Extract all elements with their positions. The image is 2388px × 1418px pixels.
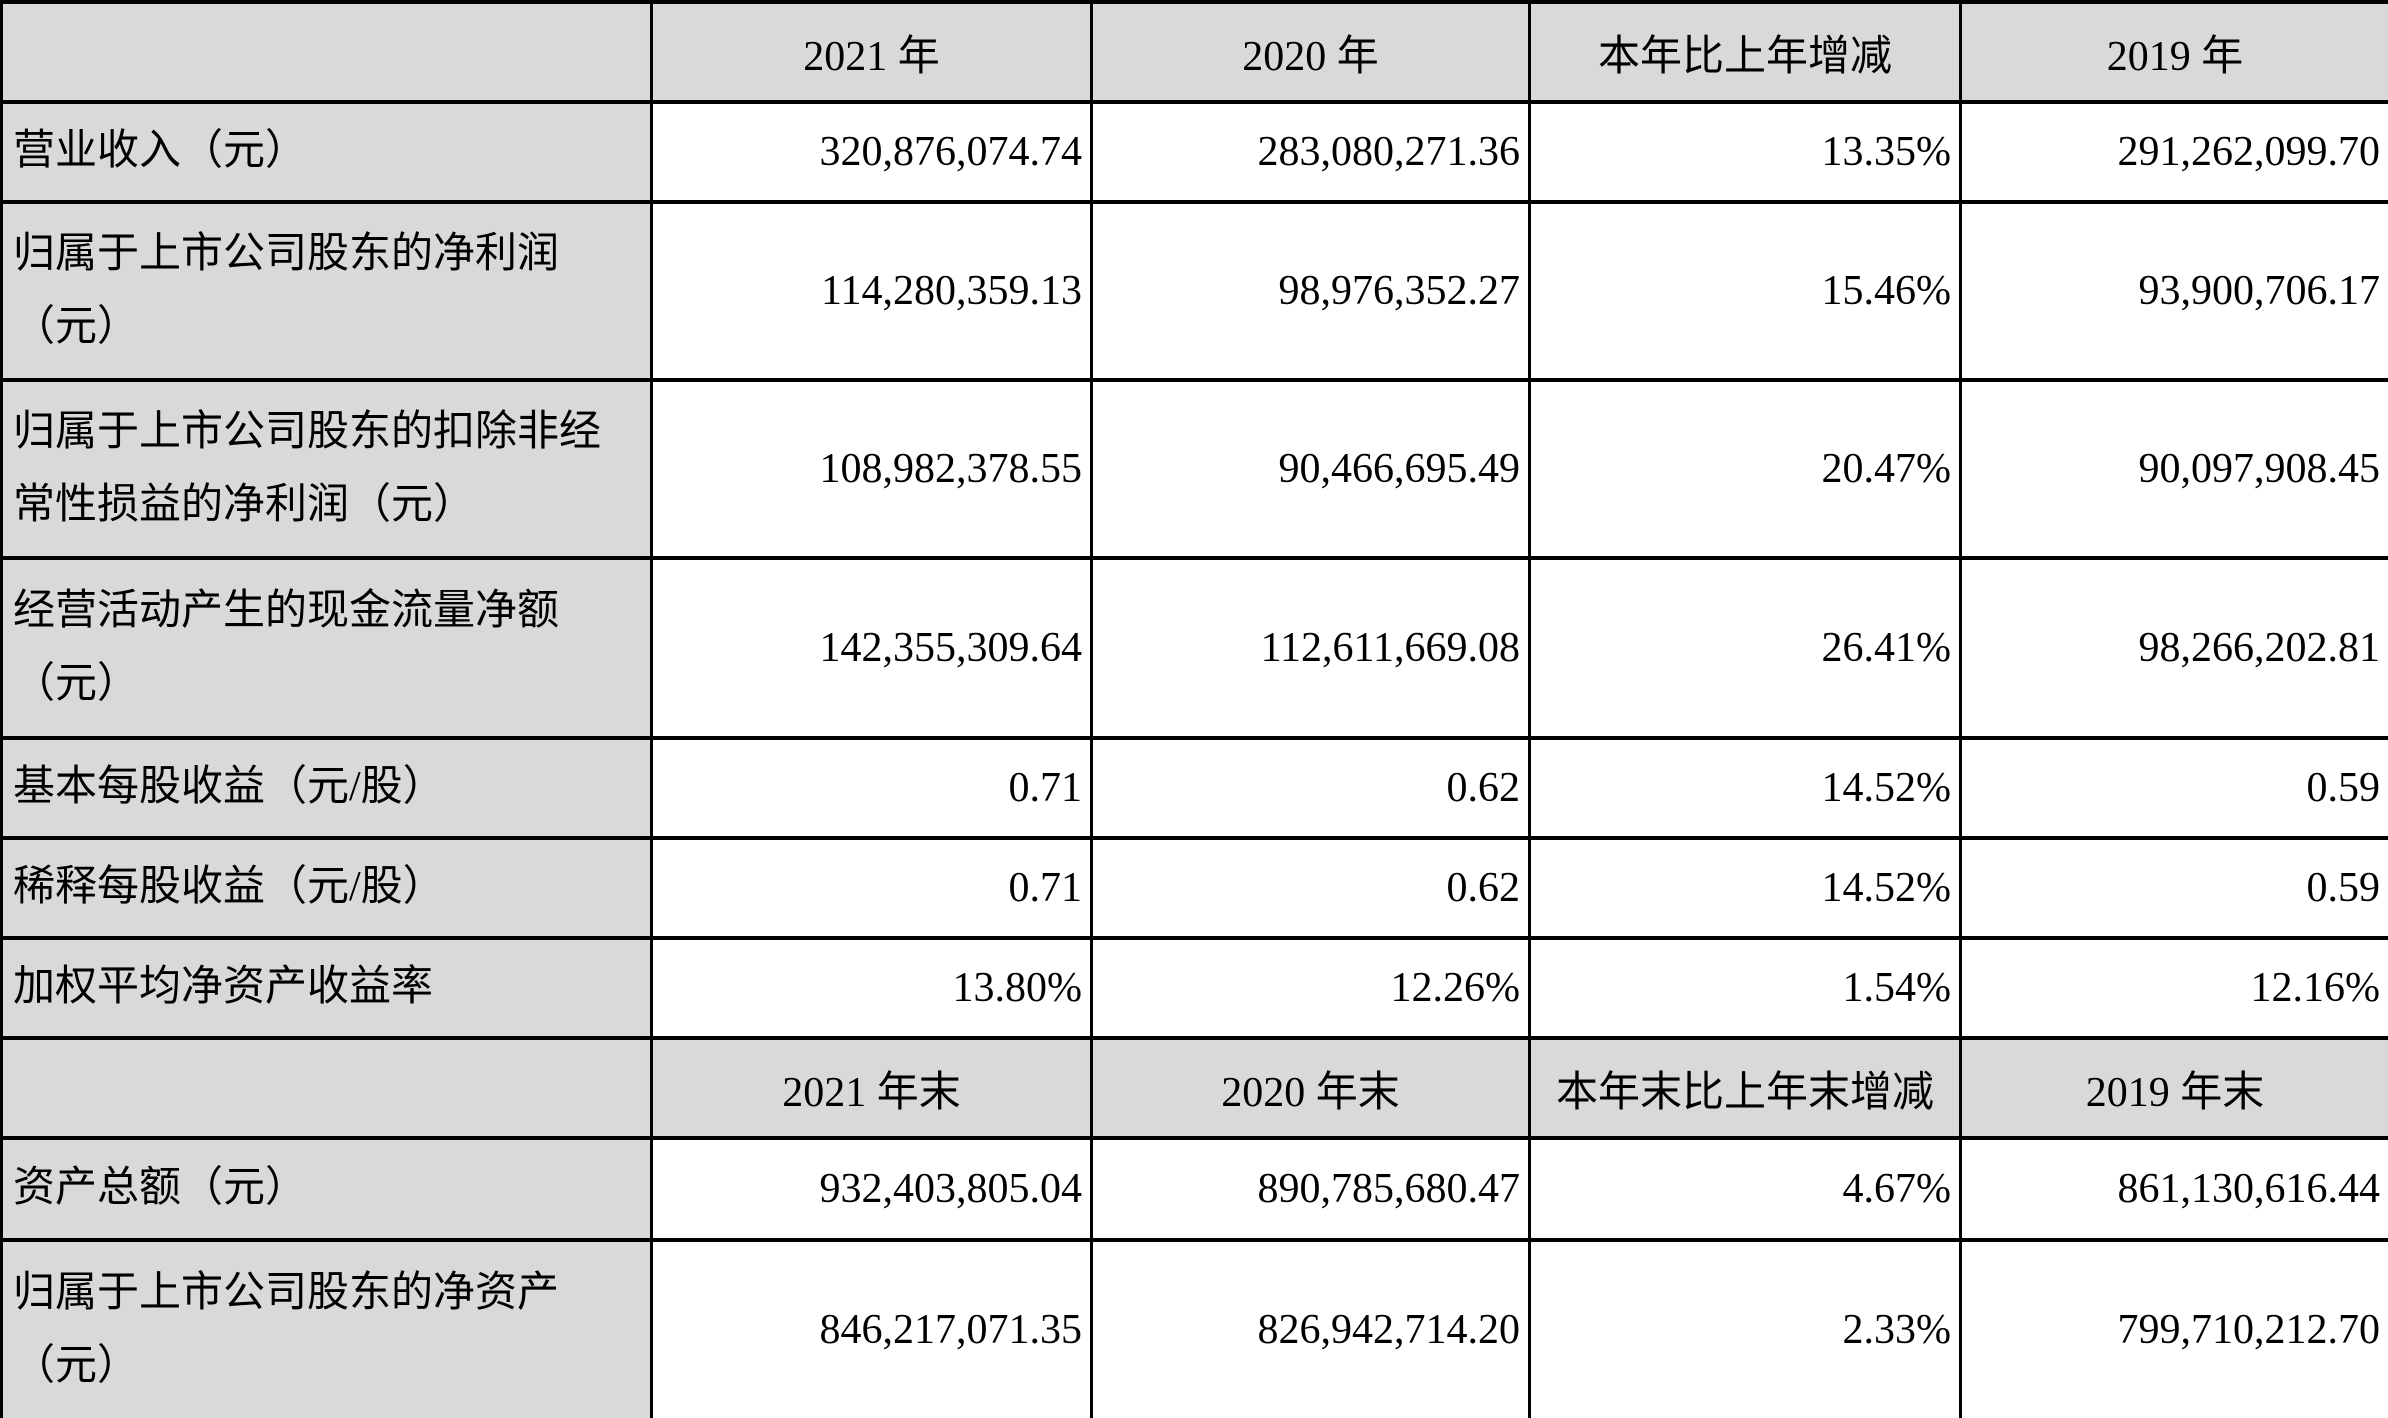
- cell-value: 291,262,099.70: [1959, 100, 2388, 204]
- row-label: 资产总额（元）: [0, 1136, 653, 1242]
- cell-value: 15.46%: [1528, 200, 1962, 382]
- cell-value: 12.26%: [1090, 936, 1531, 1040]
- cell-value: 98,266,202.81: [1959, 556, 2388, 740]
- table-row: 基本每股收益（元/股） 0.71 0.62 14.52% 0.59: [0, 736, 2388, 840]
- cell-value: 0.71: [650, 736, 1093, 840]
- header-year-end-change: 本年末比上年末增减: [1528, 1036, 1962, 1140]
- cell-value: 4.67%: [1528, 1136, 1962, 1242]
- cell-value: 890,785,680.47: [1090, 1136, 1531, 1242]
- header-row-year-end: 2021 年末 2020 年末 本年末比上年末增减 2019 年末: [0, 1036, 2388, 1140]
- cell-value: 98,976,352.27: [1090, 200, 1531, 382]
- cell-value: 283,080,271.36: [1090, 100, 1531, 204]
- cell-value: 0.59: [1959, 736, 2388, 840]
- row-label: 归属于上市公司股东的净利润 （元）: [0, 200, 653, 382]
- table-row: 资产总额（元） 932,403,805.04 890,785,680.47 4.…: [0, 1136, 2388, 1242]
- row-label: 基本每股收益（元/股）: [0, 736, 653, 840]
- cell-value: 108,982,378.55: [650, 378, 1093, 560]
- cell-value: 14.52%: [1528, 736, 1962, 840]
- header-2019-end: 2019 年末: [1959, 1036, 2388, 1140]
- header-2021: 2021 年: [650, 0, 1093, 104]
- row-label: 经营活动产生的现金流量净额 （元）: [0, 556, 653, 740]
- cell-value: 1.54%: [1528, 936, 1962, 1040]
- cell-value: 826,942,714.20: [1090, 1238, 1531, 1418]
- header-yoy-change: 本年比上年增减: [1528, 0, 1962, 104]
- cell-value: 12.16%: [1959, 936, 2388, 1040]
- cell-value: 112,611,669.08: [1090, 556, 1531, 740]
- cell-value: 2.33%: [1528, 1238, 1962, 1418]
- cell-value: 799,710,212.70: [1959, 1238, 2388, 1418]
- header-2021-end: 2021 年末: [650, 1036, 1093, 1140]
- cell-value: 90,097,908.45: [1959, 378, 2388, 560]
- header-2019: 2019 年: [1959, 0, 2388, 104]
- cell-value: 14.52%: [1528, 836, 1962, 940]
- cell-value: 0.71: [650, 836, 1093, 940]
- cell-value: 0.59: [1959, 836, 2388, 940]
- cell-value: 142,355,309.64: [650, 556, 1093, 740]
- cell-value: 0.62: [1090, 836, 1531, 940]
- cell-value: 20.47%: [1528, 378, 1962, 560]
- table-row: 归属于上市公司股东的净资产 （元） 846,217,071.35 826,942…: [0, 1238, 2388, 1418]
- cell-value: 846,217,071.35: [650, 1238, 1093, 1418]
- row-label: 稀释每股收益（元/股）: [0, 836, 653, 940]
- cell-value: 90,466,695.49: [1090, 378, 1531, 560]
- header-2020-end: 2020 年末: [1090, 1036, 1531, 1140]
- row-label: 加权平均净资产收益率: [0, 936, 653, 1040]
- table-row: 稀释每股收益（元/股） 0.71 0.62 14.52% 0.59: [0, 836, 2388, 940]
- table-row: 加权平均净资产收益率 13.80% 12.26% 1.54% 12.16%: [0, 936, 2388, 1040]
- cell-value: 0.62: [1090, 736, 1531, 840]
- cell-value: 861,130,616.44: [1959, 1136, 2388, 1242]
- header-empty-cell: [0, 0, 653, 104]
- row-label: 归属于上市公司股东的扣除非经 常性损益的净利润（元）: [0, 378, 653, 560]
- cell-value: 114,280,359.13: [650, 200, 1093, 382]
- header-2020: 2020 年: [1090, 0, 1531, 104]
- cell-value: 320,876,074.74: [650, 100, 1093, 204]
- row-label: 营业收入（元）: [0, 100, 653, 204]
- table-row: 经营活动产生的现金流量净额 （元） 142,355,309.64 112,611…: [0, 556, 2388, 740]
- cell-value: 13.35%: [1528, 100, 1962, 204]
- cell-value: 93,900,706.17: [1959, 200, 2388, 382]
- table-row: 归属于上市公司股东的净利润 （元） 114,280,359.13 98,976,…: [0, 200, 2388, 382]
- row-label: 归属于上市公司股东的净资产 （元）: [0, 1238, 653, 1418]
- header-row-annual: 2021 年 2020 年 本年比上年增减 2019 年: [0, 0, 2388, 104]
- cell-value: 932,403,805.04: [650, 1136, 1093, 1242]
- cell-value: 13.80%: [650, 936, 1093, 1040]
- table-row: 营业收入（元） 320,876,074.74 283,080,271.36 13…: [0, 100, 2388, 204]
- table-row: 归属于上市公司股东的扣除非经 常性损益的净利润（元） 108,982,378.5…: [0, 378, 2388, 560]
- cell-value: 26.41%: [1528, 556, 1962, 740]
- header-empty-cell: [0, 1036, 653, 1140]
